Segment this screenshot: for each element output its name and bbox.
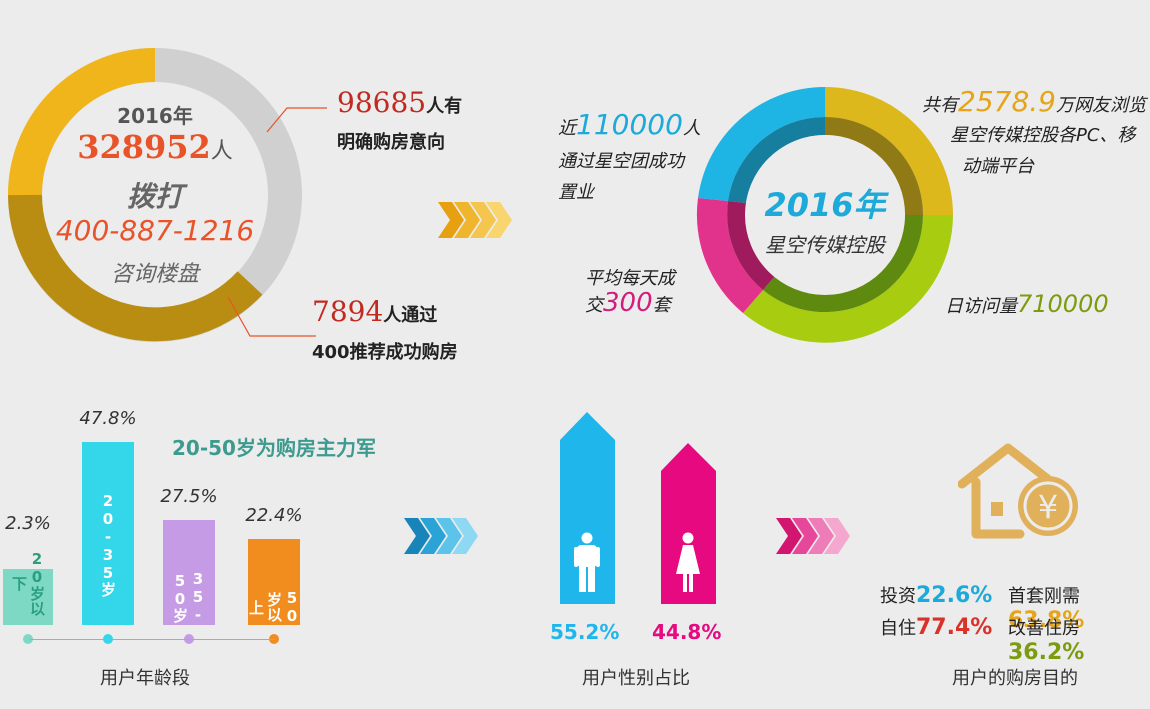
ring2-tr-prefix: 共有 [922,95,958,116]
ring1-darkgold-segment [8,194,263,342]
ring1-count-line: 328952人 [60,128,250,166]
age-caption: 用户年龄段 [100,668,190,689]
purpose-caption: 用户的购房目的 [952,668,1078,689]
ring1-phone: 400-887-1216 [55,214,255,247]
age-axis-line [30,639,275,640]
purpose-invest: 投资22.6% [880,582,992,608]
ring1-dial: 拨打 [126,180,183,213]
age-bar [163,519,215,625]
ring2-tl-num: 110000 [576,108,683,141]
female-pct: 44.8% [652,620,722,644]
age-bar-label: 50岁以上 [247,589,301,626]
ring2-tr-line2: 星空传媒控股各PC、移 [950,125,1136,146]
self-pct: 77.4% [916,615,993,640]
ring2-callout-bl: 交300套 [585,288,671,318]
ring1-year: 2016年 [117,104,193,128]
age-bar [82,442,134,625]
ring2-tl-suffix: 人 [682,118,701,139]
ring2-company: 星空传媒控股 [765,233,885,257]
purpose-first: 首套刚需63.8% [1008,582,1150,633]
age-axis-dot [23,634,33,644]
ring2-tr-num: 2578.9 [958,85,1056,118]
age-bar [3,569,53,625]
ring2-bl-line1: 平均每天成 [585,268,675,289]
ring2-tl-line3: 置业 [558,182,594,203]
ring1-count-unit: 人 [210,139,233,164]
improve-pct: 36.2% [1008,640,1085,665]
female-icon [676,532,700,592]
chevron-arrows-icon [776,518,850,554]
age-bar-label: 35-50岁 [171,570,207,625]
ring2-bl-prefix: 交 [585,295,603,316]
age-bar-label: 20-35岁 [99,492,117,597]
ring1-callout1-num: 98685 [337,86,427,119]
ring1-callout1-line2: 明确购房意向 [337,132,445,153]
ring2-br-prefix: 日访问量 [945,296,1017,317]
female-arrow-bar [661,443,716,604]
first-label: 首套刚需 [1008,586,1080,607]
ring1-callout2-line2: 400推荐成功购房 [312,342,458,363]
ring1-callout2-suffix: 人通过 [383,305,438,326]
gender-caption: 用户性别占比 [582,668,690,689]
ring2-tr-suffix: 万网友浏览 [1055,95,1146,116]
ring2-callout-br: 日访问量710000 [945,290,1109,318]
ring1-connectors [227,107,327,337]
male-pct: 55.2% [550,620,620,644]
ring2-bl-num: 300 [603,288,653,318]
ring2-callout-tr: 共有2578.9万网友浏览 [922,85,1146,118]
invest-pct: 22.6% [916,583,993,608]
purpose-self: 自住77.4% [880,614,992,640]
first-pct: 63.8% [1008,608,1085,633]
ring1-callout-bottom: 7894人通过 [312,295,437,328]
improve-label: 改善住房 [1008,618,1080,639]
male-arrow-bar [560,412,615,604]
age-title: 20-50岁为购房主力军 [172,436,376,460]
ring1-callout1-suffix: 人有 [426,96,463,117]
age-bar-pct: 2.3% [5,513,51,534]
chevron-arrows-icon [404,518,478,554]
chevron-arrows-icon [438,202,512,238]
male-icon [574,532,600,592]
ring2-callout-tl: 近110000人 [558,108,701,141]
ring1-callout-top: 98685人有 [337,86,462,119]
age-bar-pct: 22.4% [245,505,303,527]
purpose-improve: 改善住房36.2% [1008,614,1150,665]
ring2-tr-line3: 动端平台 [962,156,1034,177]
ring1-callout2-num: 7894 [312,295,384,328]
ring2-year: 2016年 [764,186,886,224]
svg-text:¥: ¥ [1038,488,1058,526]
ring2-tl-line2: 通过星空团成功 [558,151,684,172]
age-bar-pct: 47.8% [79,408,137,429]
age-bar [248,539,300,625]
ring2-bl-suffix: 套 [652,295,671,316]
age-bar-pct: 27.5% [160,485,218,507]
ring1-count: 328952 [77,128,211,166]
self-label: 自住 [880,618,916,639]
ring2-br-num: 710000 [1017,290,1109,318]
company-ring-chart [696,86,953,343]
ring1-consult: 咨询楼盘 [110,262,199,287]
house-coin-icon: ¥ [958,443,1078,539]
age-bar-label: 20岁以下 [10,550,46,616]
ring1-gold-segment [8,48,156,196]
invest-label: 投资 [880,586,916,607]
call-ring-chart [8,48,302,342]
ring2-tl-prefix: 近 [558,118,576,139]
